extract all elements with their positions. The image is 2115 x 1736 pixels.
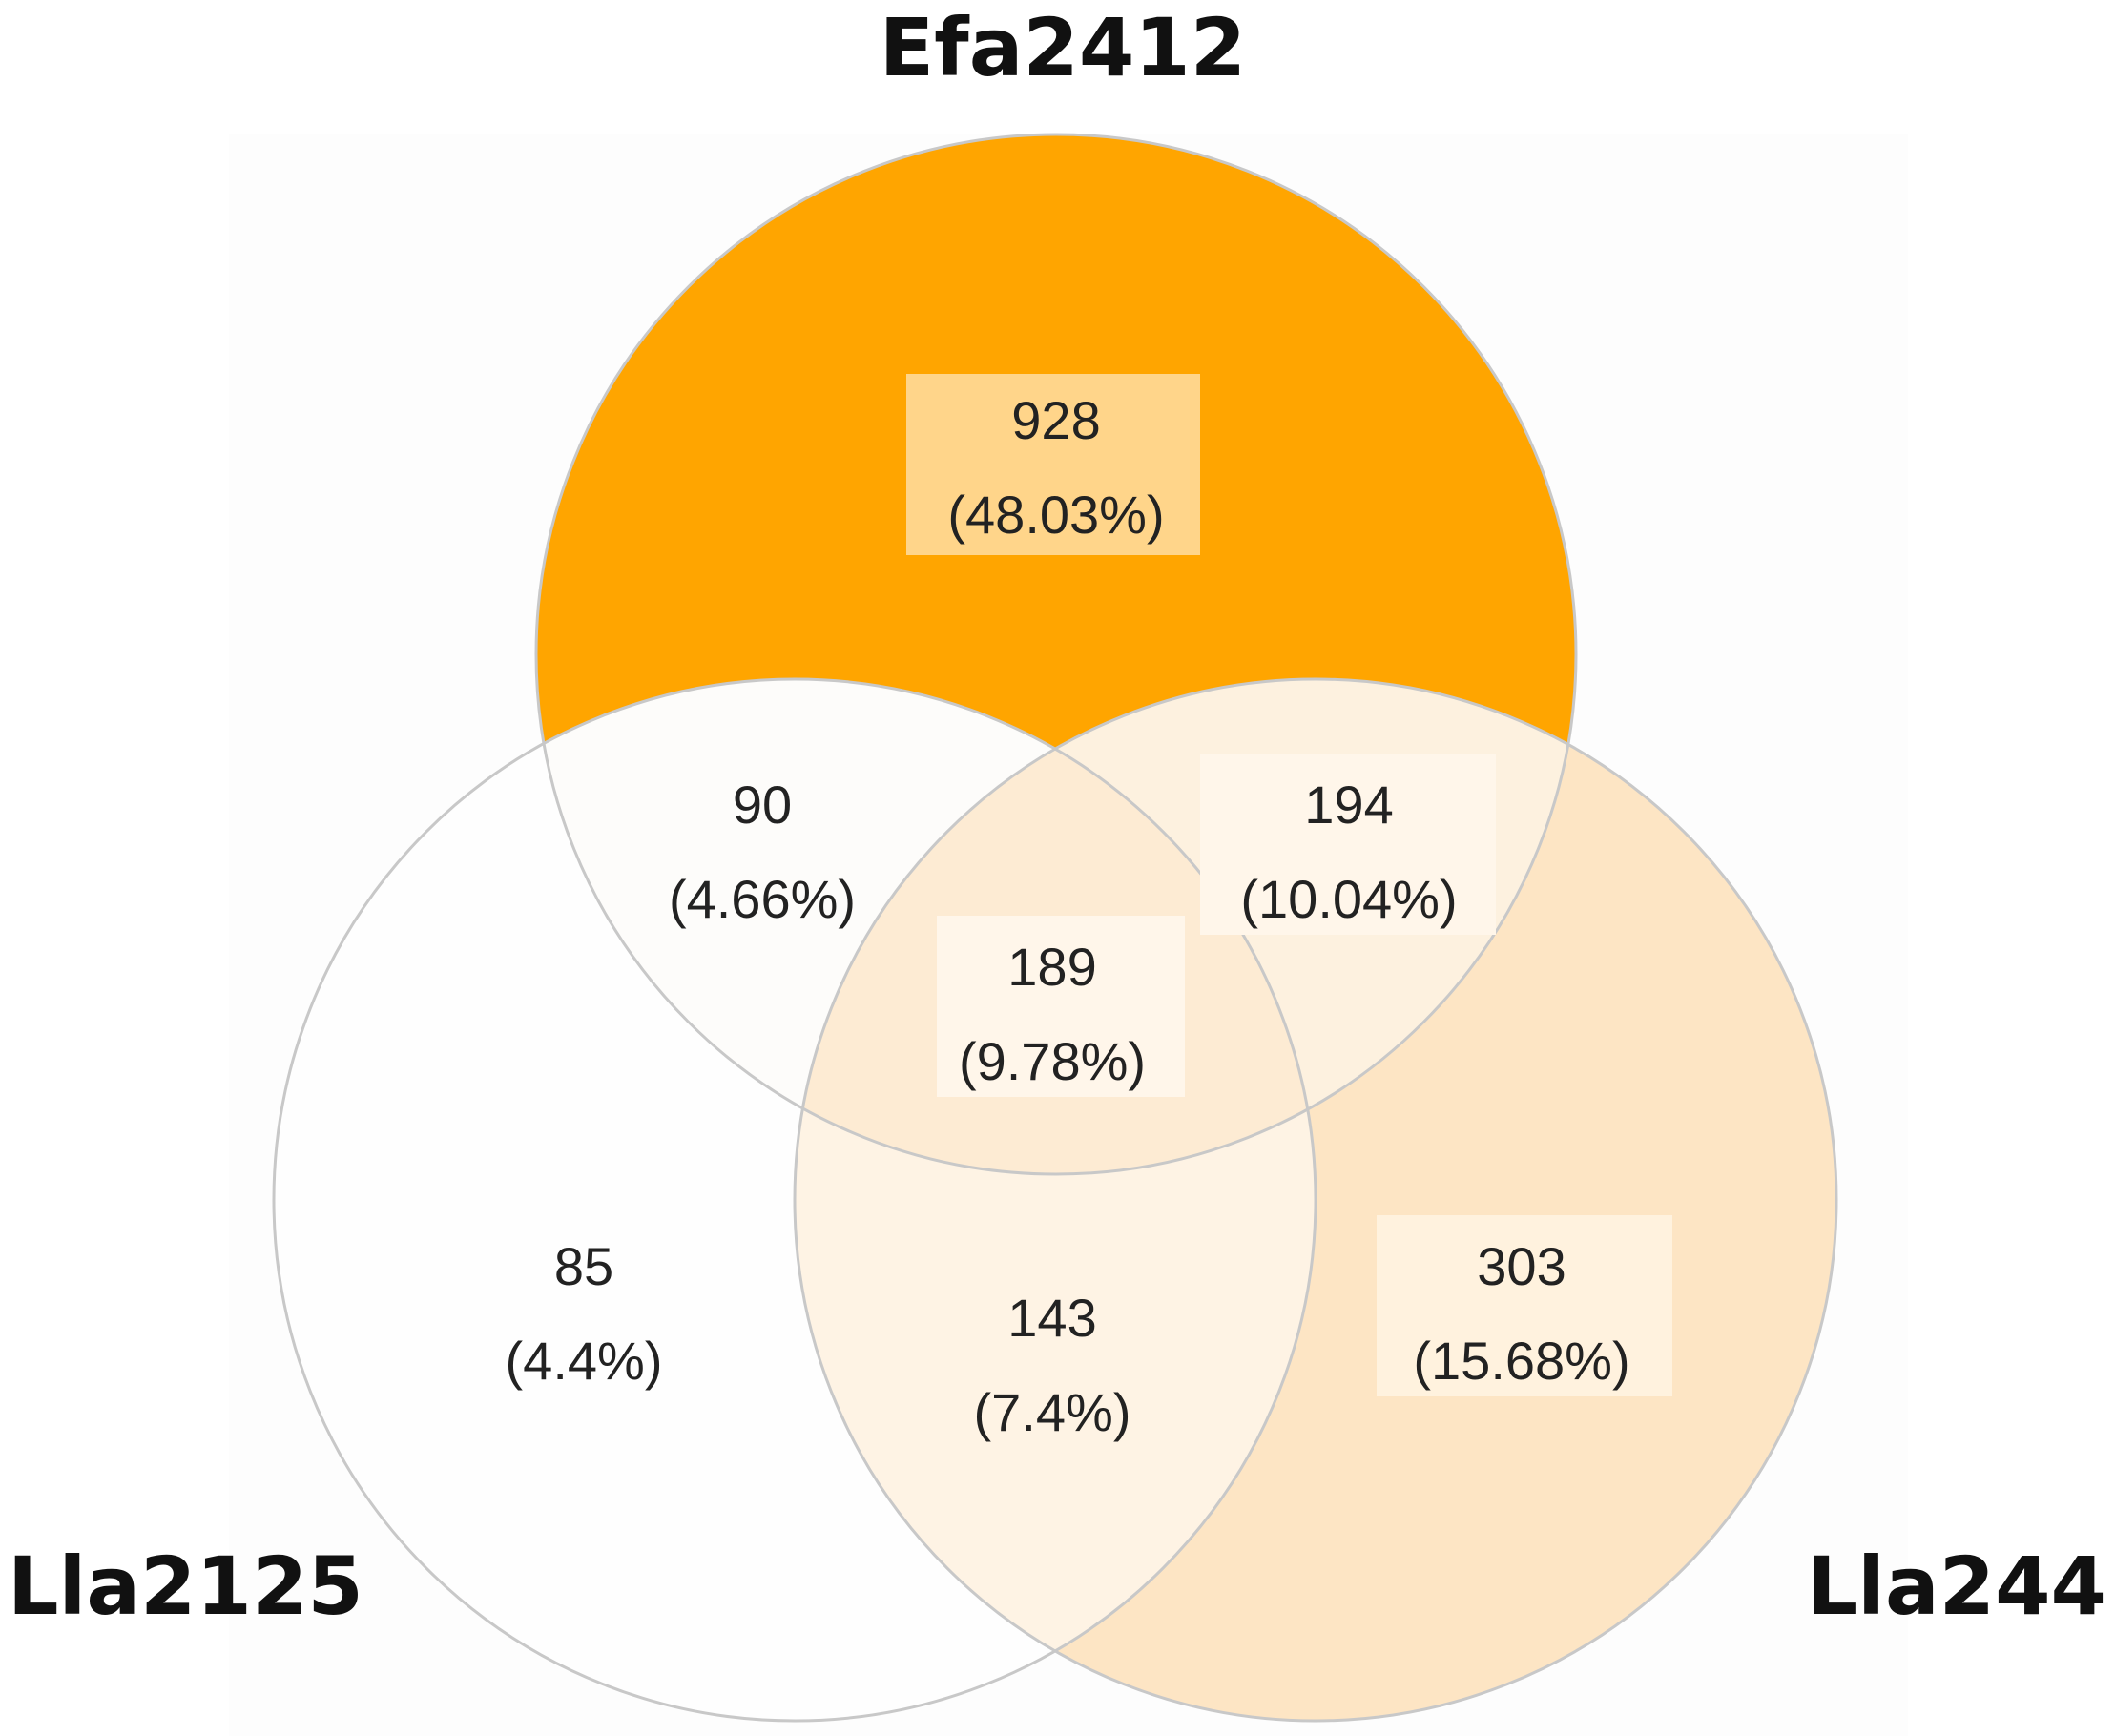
outline <box>272 677 1317 1723</box>
label-box <box>937 916 1185 1097</box>
label-box <box>1200 754 1496 935</box>
region-count: 143 <box>1007 1288 1096 1348</box>
region-count: 90 <box>733 775 792 835</box>
set-label: Lla2125 <box>8 1540 363 1633</box>
region-count: 194 <box>1304 775 1393 835</box>
set-label: Efa2412 <box>880 1 1246 94</box>
region-percent: (4.66%) <box>669 869 856 929</box>
label-box <box>906 374 1200 555</box>
region-count: 189 <box>1007 937 1096 997</box>
region-percent: (9.78%) <box>959 1031 1146 1091</box>
region-count: 928 <box>1011 390 1100 450</box>
region-percent: (4.4%) <box>506 1331 663 1391</box>
region-count: 303 <box>1477 1236 1566 1296</box>
set-label: Lla244 <box>1807 1540 2106 1633</box>
label-box <box>1377 1215 1672 1396</box>
region-count: 85 <box>554 1236 613 1296</box>
region-percent: (10.04%) <box>1240 869 1457 929</box>
outline <box>793 677 1838 1723</box>
outline <box>534 133 1578 1176</box>
region-percent: (15.68%) <box>1413 1331 1629 1391</box>
region-percent: (7.4%) <box>974 1382 1131 1442</box>
region-percent: (48.03%) <box>947 485 1164 545</box>
